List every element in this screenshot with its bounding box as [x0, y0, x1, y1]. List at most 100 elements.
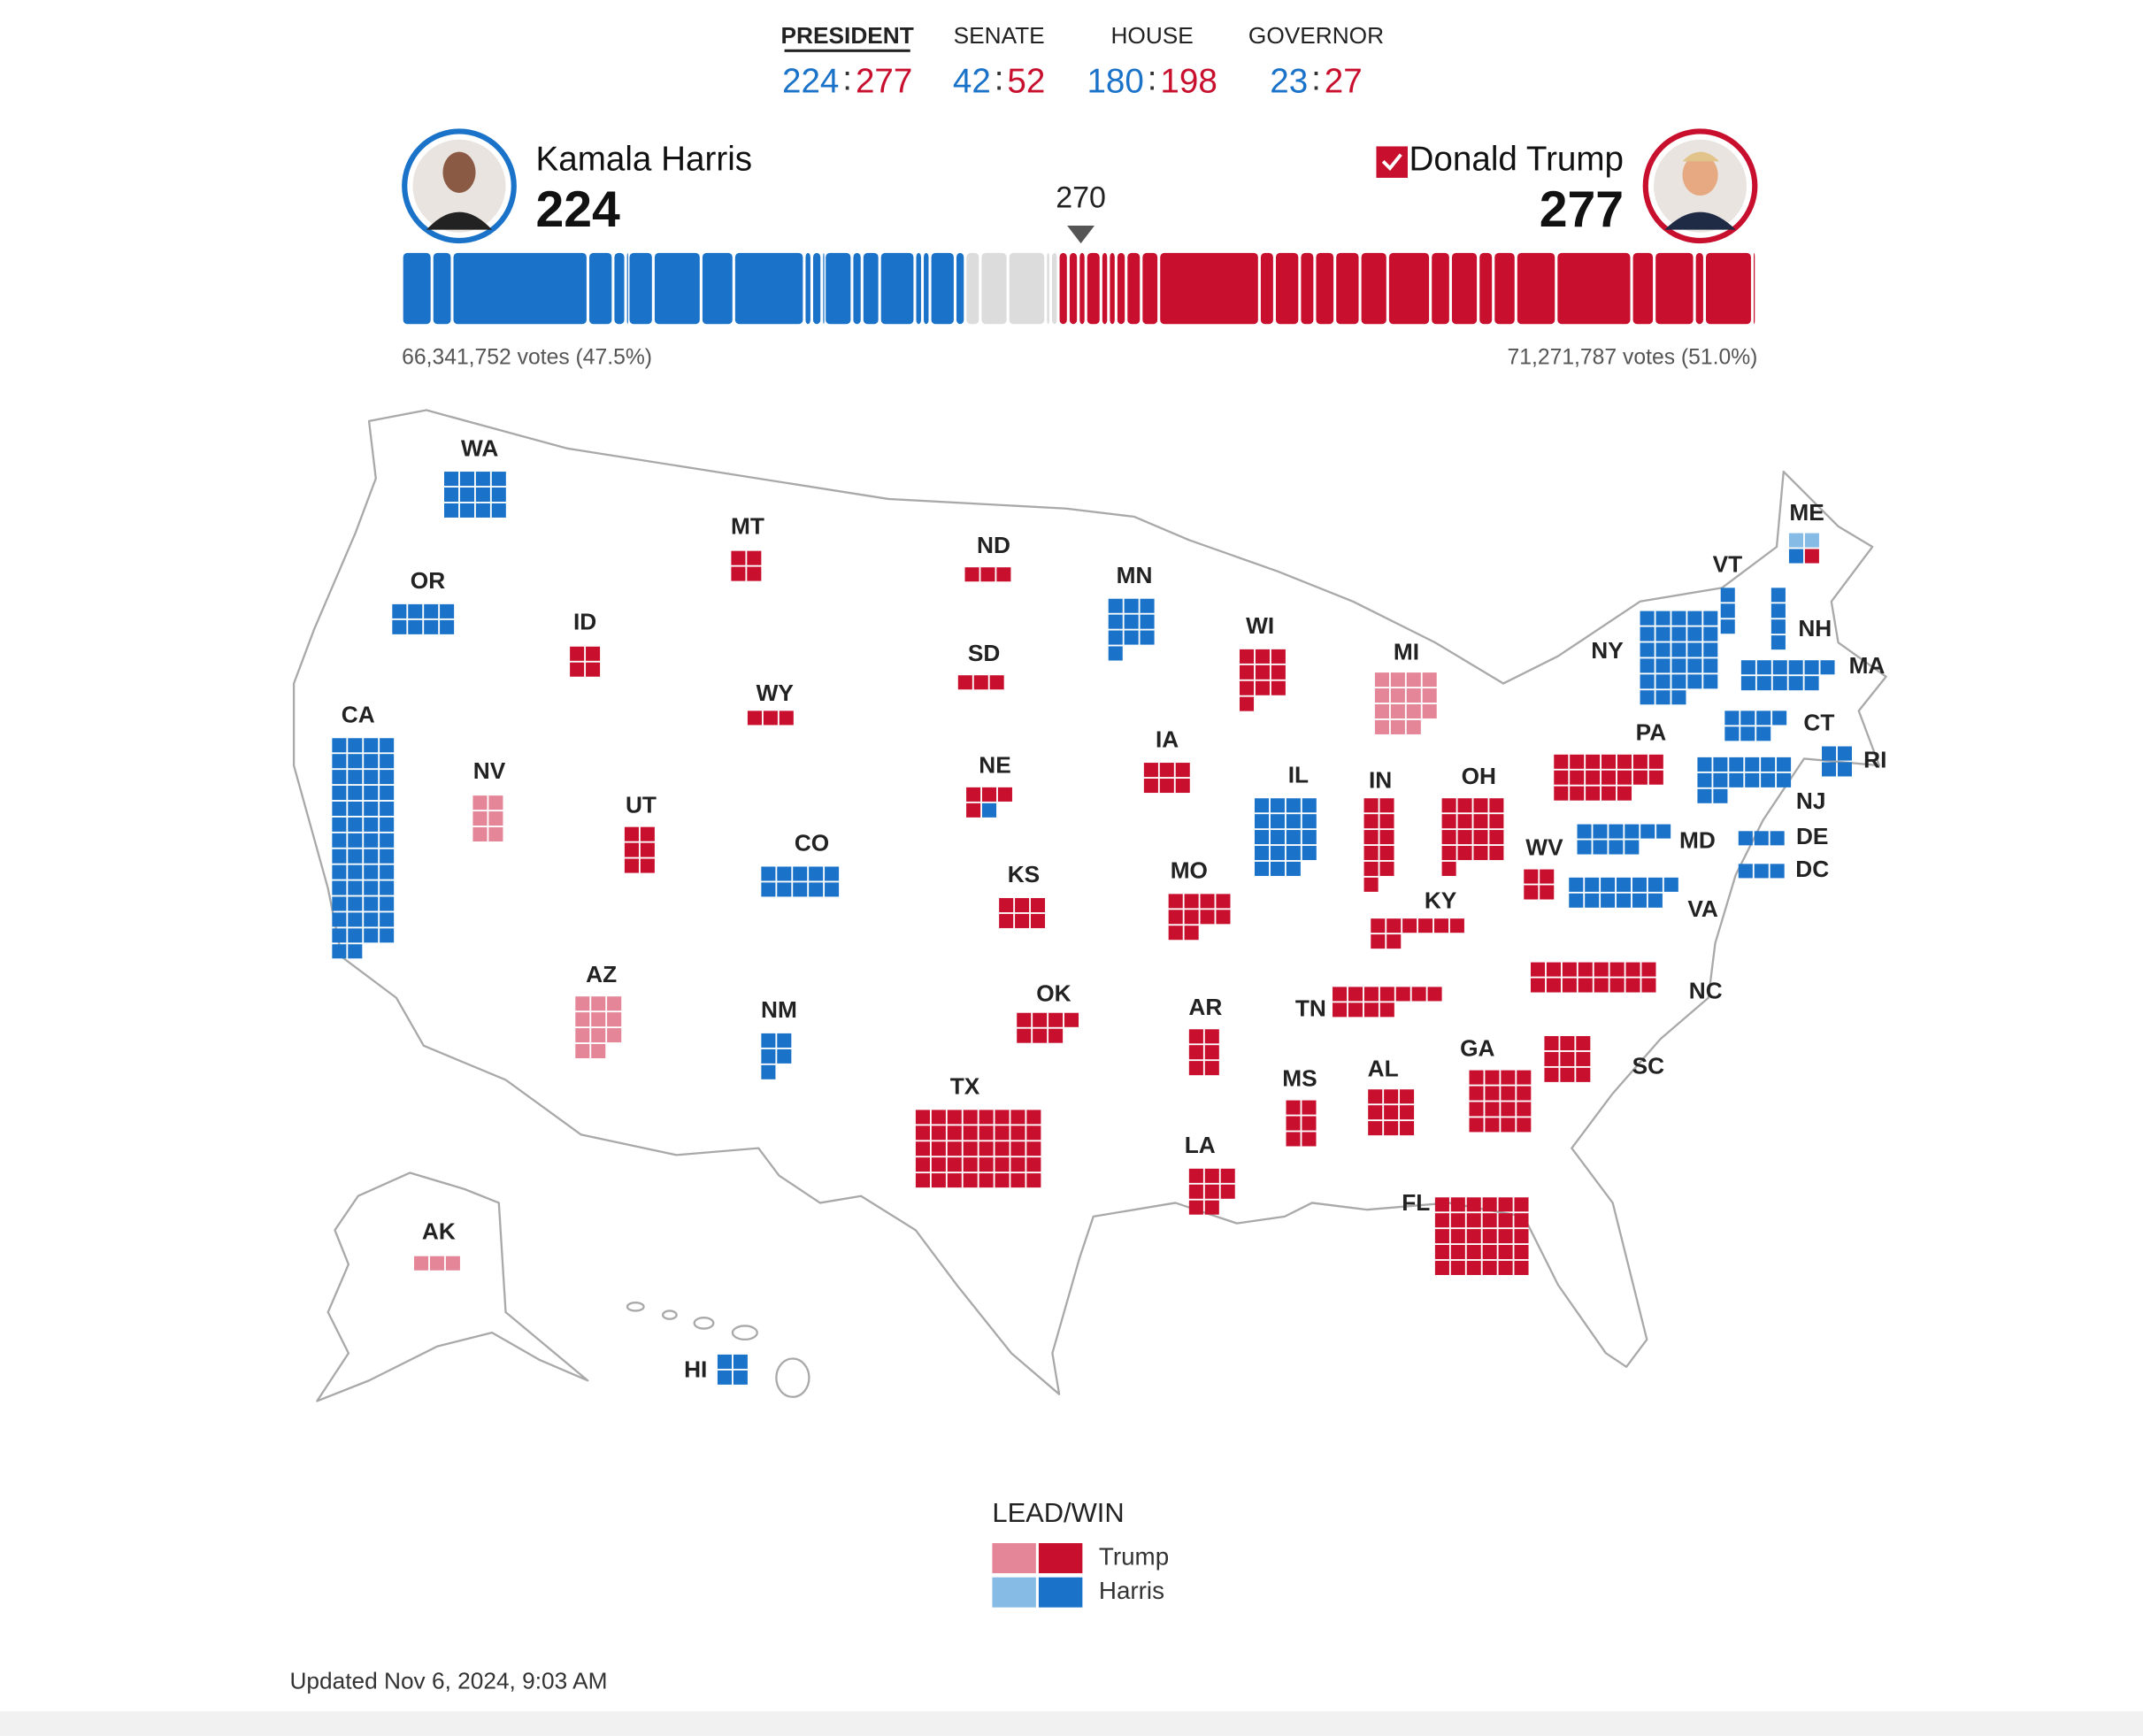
tile [1788, 549, 1804, 564]
state[interactable]: ID [570, 608, 601, 677]
bar-segment [1361, 252, 1386, 325]
tile [777, 882, 792, 897]
footer-band [0, 1711, 2143, 1736]
tile [761, 866, 776, 881]
state-allocation [761, 866, 840, 897]
state[interactable]: ME [1788, 499, 1824, 564]
state[interactable]: AK [414, 1218, 460, 1271]
tile [1601, 754, 1617, 769]
state[interactable]: NY [1591, 611, 1718, 705]
state[interactable]: NV [472, 757, 506, 842]
state[interactable]: GA [1460, 1034, 1532, 1133]
state[interactable]: NJ [1697, 757, 1825, 814]
tile [1544, 1035, 1559, 1051]
state[interactable]: WY [747, 680, 795, 726]
state[interactable]: SC [1544, 1035, 1664, 1082]
tile [1578, 978, 1593, 993]
bar-segment [966, 252, 979, 325]
state[interactable]: RI [1822, 746, 1886, 777]
state-allocation [1188, 1029, 1219, 1076]
tile [380, 770, 395, 785]
state[interactable]: KY [1371, 887, 1464, 949]
state[interactable]: OH [1441, 763, 1504, 876]
state-allocation [1286, 1100, 1317, 1147]
state[interactable]: VA [1569, 877, 1718, 922]
state[interactable]: AL [1368, 1056, 1415, 1136]
tile [1302, 845, 1317, 861]
state[interactable]: OK [1017, 980, 1079, 1043]
state[interactable]: MI [1374, 638, 1437, 734]
tile [1703, 626, 1718, 641]
state[interactable]: WA [444, 434, 506, 518]
state[interactable]: MD [1577, 824, 1716, 855]
tile [472, 795, 488, 810]
state[interactable]: SD [957, 640, 1004, 690]
tile [1560, 1051, 1575, 1066]
tile [1585, 877, 1600, 892]
tile [472, 811, 488, 826]
state[interactable]: UT [624, 791, 657, 873]
state[interactable]: CO [761, 830, 840, 897]
called-checkbox [1376, 146, 1408, 178]
state[interactable]: NE [966, 752, 1012, 818]
tile [1594, 978, 1609, 993]
state[interactable]: DC [1738, 856, 1829, 882]
tile [1302, 1132, 1317, 1147]
tile [591, 1012, 606, 1027]
state[interactable]: WV [1524, 833, 1563, 900]
tile [1469, 1070, 1484, 1085]
tile [979, 1141, 994, 1156]
state[interactable]: PA [1554, 719, 1666, 801]
state[interactable]: IA [1143, 726, 1190, 794]
state[interactable]: AZ [575, 961, 622, 1059]
state-allocation [392, 603, 455, 634]
tile [1286, 845, 1301, 861]
state[interactable]: TN [1295, 987, 1442, 1022]
race-tab[interactable]: SENATE [954, 22, 1045, 49]
state[interactable]: OR [392, 567, 455, 634]
state[interactable]: DE [1738, 823, 1829, 849]
state[interactable]: IN [1363, 767, 1394, 892]
race-tab[interactable]: GOVERNOR [1248, 22, 1384, 49]
state[interactable]: CT [1724, 710, 1834, 741]
tile [1632, 877, 1647, 892]
bar-segment [1117, 252, 1125, 325]
state[interactable]: LA [1185, 1132, 1235, 1215]
state[interactable]: MO [1168, 857, 1231, 941]
state[interactable]: TX [915, 1073, 1041, 1188]
state[interactable]: VT [1713, 551, 1743, 634]
race-tab[interactable]: HOUSE [1110, 22, 1193, 49]
state[interactable]: IL [1254, 761, 1317, 876]
state[interactable]: MS [1282, 1064, 1317, 1147]
state[interactable]: MA [1740, 652, 1886, 691]
tile [1617, 877, 1632, 892]
state[interactable]: HI [684, 1354, 748, 1385]
tile [1450, 1213, 1465, 1228]
state[interactable]: KS [999, 861, 1046, 928]
state[interactable]: AR [1188, 994, 1222, 1076]
state[interactable]: MT [731, 512, 764, 581]
state-label: NC [1689, 978, 1723, 1004]
state[interactable]: NM [761, 996, 797, 1079]
tile [1026, 1173, 1041, 1188]
tile [1625, 840, 1640, 855]
tile [1671, 626, 1686, 641]
state[interactable]: CA [332, 701, 395, 959]
tile [1400, 1089, 1415, 1104]
bar-segment [734, 252, 803, 325]
state[interactable]: MN [1108, 562, 1155, 661]
tile [1386, 934, 1402, 949]
bar-segment [433, 252, 451, 325]
state[interactable]: WI [1239, 612, 1286, 711]
state[interactable]: FL [1402, 1189, 1529, 1275]
tile [1441, 830, 1456, 845]
tile [1544, 1051, 1559, 1066]
state-allocation [1822, 746, 1852, 777]
tile [1254, 845, 1270, 861]
state[interactable]: NH [1770, 588, 1832, 650]
race-tab[interactable]: PRESIDENT [781, 22, 914, 49]
state[interactable]: NC [1531, 962, 1723, 1004]
tile [1108, 630, 1123, 645]
tile [1617, 786, 1632, 801]
state[interactable]: ND [964, 532, 1011, 582]
